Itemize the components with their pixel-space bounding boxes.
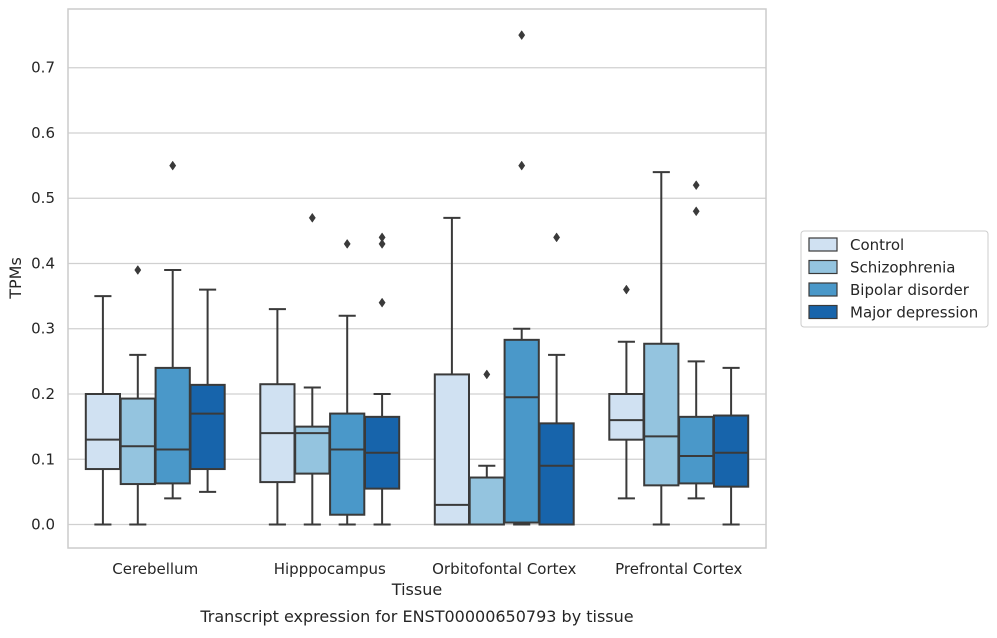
outlier-point <box>622 284 630 295</box>
outlier-point <box>169 160 177 171</box>
legend-swatch <box>808 259 838 275</box>
y-tick-label: 0.1 <box>31 450 55 468</box>
x-tick-label: Orbitofontal Cortex <box>432 560 576 578</box>
outlier-point <box>343 238 351 249</box>
box-major-depression <box>712 366 750 526</box>
x-tick-label: Prefrontal Cortex <box>615 560 742 578</box>
y-tick-labels: 0.0 0.1 0.2 0.3 0.4 0.5 0.6 0.7 <box>31 59 55 534</box>
box-body <box>468 476 505 526</box>
box-major-depression <box>538 232 575 526</box>
y-tick-label: 0.3 <box>31 320 55 338</box>
outlier-point <box>518 30 526 41</box>
box-body <box>189 383 226 471</box>
legend-items: Control Schizophrenia Bipolar disorder Majo… <box>808 236 978 322</box>
outlier-point <box>692 206 700 217</box>
outlier-point <box>134 265 142 275</box>
legend-label: Control <box>850 236 904 254</box>
box-bipolar-disorder <box>329 238 366 526</box>
x-axis-label: Tissue <box>391 580 442 599</box>
box-schizophrenia <box>643 171 680 526</box>
box-major-depression <box>189 288 226 493</box>
x-tick-label: Hipppocampus <box>274 560 386 578</box>
y-tick-label: 0.2 <box>31 385 55 403</box>
box-major-depression <box>363 232 401 526</box>
box-layer <box>84 30 750 526</box>
legend-label: Major depression <box>850 304 978 322</box>
box-body <box>433 373 471 526</box>
box-bipolar-disorder <box>154 160 191 500</box>
box-body <box>503 338 540 524</box>
box-body <box>608 393 645 441</box>
x-tick-labels: Cerebellum Hipppocampus Orbitofontal Corte… <box>112 560 742 578</box>
box-control <box>84 295 122 526</box>
box-body <box>678 415 715 485</box>
x-tick-label: Cerebellum <box>112 560 198 578</box>
legend-swatch <box>808 282 838 297</box>
outlier-point <box>308 212 316 223</box>
outlier-point <box>692 180 700 191</box>
box-bipolar-disorder <box>678 180 715 500</box>
legend: Control Schizophrenia Bipolar disorder Majo… <box>800 230 989 328</box>
box-body <box>154 366 191 485</box>
outlier-point <box>378 238 386 249</box>
box-body <box>643 342 680 487</box>
legend-swatch <box>808 304 838 320</box>
box-body <box>712 414 750 488</box>
box-body <box>84 393 122 471</box>
y-tick-label: 0.4 <box>31 254 55 272</box>
y-tick-label: 0.7 <box>31 59 55 77</box>
box-body <box>329 412 366 516</box>
outlier-point <box>553 232 561 243</box>
box-control <box>259 308 296 526</box>
outlier-point <box>518 160 526 171</box>
legend-label: Schizophrenia <box>850 259 955 277</box>
y-tick-label: 0.0 <box>31 516 55 534</box>
box-schizophrenia <box>294 212 331 526</box>
box-schizophrenia <box>468 369 505 526</box>
y-tick-label: 0.6 <box>31 124 55 142</box>
legend-swatch <box>808 237 838 252</box>
box-bipolar-disorder <box>503 30 540 526</box>
y-tick-label: 0.5 <box>31 189 55 207</box>
box-body <box>538 422 575 526</box>
outlier-point <box>483 369 491 380</box>
outlier-point <box>378 232 386 243</box>
chart-caption: Transcript expression for ENST0000065079… <box>199 607 633 626</box>
legend-frame <box>800 230 989 328</box>
plot-frame <box>67 8 767 549</box>
box-body <box>119 397 156 486</box>
outlier-point <box>378 297 386 308</box>
legend-label: Bipolar disorder <box>850 281 970 299</box>
box-body <box>294 425 331 475</box>
box-schizophrenia <box>119 265 156 526</box>
box-control <box>608 284 645 500</box>
box-control <box>433 216 471 526</box>
y-axis-label: TPMs <box>6 257 25 300</box>
